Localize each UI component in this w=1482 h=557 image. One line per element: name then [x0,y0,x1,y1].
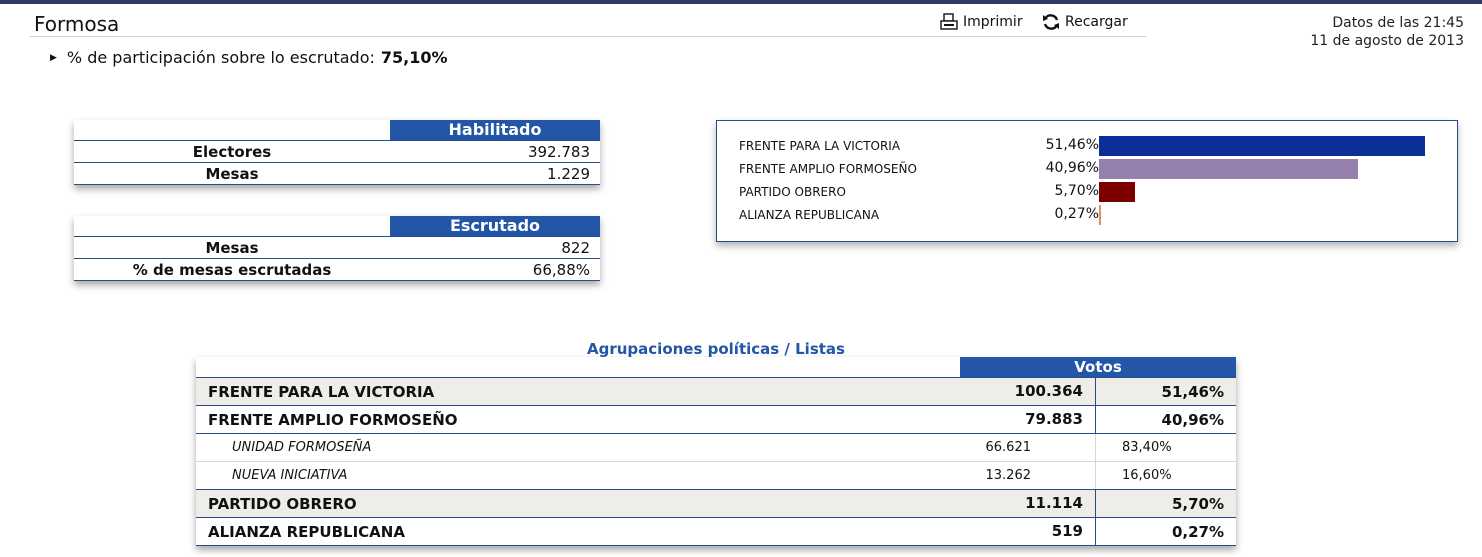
print-button[interactable]: Imprimir [940,13,1023,31]
party-row: PARTIDO OBRERO 11.114 5,70% [196,490,1236,518]
row-percentage: 40,96% [1161,410,1224,429]
chart-value-label: 0,27% [1054,206,1099,222]
chart-value-label: 40,96% [1045,160,1099,176]
row-votes: 13.262 [960,462,1096,489]
chart-row: ALIANZA REPUBLICANA 0,27% [739,205,1439,225]
row-name: PARTIDO OBRERO [208,494,357,513]
chart-category-label: FRENTE AMPLIO FORMOSEÑO [739,162,917,176]
row-value: 822 [561,238,590,257]
row-value: 392.783 [527,142,590,161]
chart-value-label: 51,46% [1045,137,1099,153]
results-title: Agrupaciones políticas / Listas [587,340,845,358]
party-row: ALIANZA REPUBLICANA 519 0,27% [196,518,1236,546]
row-name: UNIDAD FORMOSEÑA [232,440,372,455]
row-label: Mesas [205,164,259,183]
row-value: 66,88% [532,260,590,279]
row-votes: 519 [960,518,1096,545]
row-name: ALIANZA REPUBLICANA [208,522,405,541]
top-border [0,0,1482,4]
participation-summary: ▶ % de participación sobre lo escrutado:… [50,48,448,67]
data-date: 11 de agosto de 2013 [1310,33,1464,49]
data-timestamp: Datos de las 21:45 11 de agosto de 2013 [1310,14,1464,50]
row-votes: 11.114 [960,490,1096,517]
escrutado-table: Escrutado Mesas 822 % de mesas escrutada… [74,216,600,281]
table-row: Electores 392.783 [74,141,600,163]
print-label: Imprimir [963,14,1023,30]
list-row: UNIDAD FORMOSEÑA 66.621 83,40% [196,434,1236,462]
row-value: 1.229 [547,164,590,183]
printer-icon [940,13,958,31]
refresh-icon [1042,13,1060,31]
table-row: Mesas 822 [74,237,600,259]
chart-bar [1099,159,1358,179]
escrutado-header: Escrutado [74,216,600,237]
list-row: NUEVA INICIATIVA 13.262 16,60% [196,462,1236,490]
habilitado-header: Habilitado [74,120,600,141]
data-time: Datos de las 21:45 [1332,15,1464,31]
party-row: FRENTE AMPLIO FORMOSEÑO 79.883 40,96% [196,406,1236,434]
participation-value: 75,10% [380,48,448,67]
habilitado-table: Habilitado Electores 392.783 Mesas 1.229 [74,120,600,185]
chart-category-label: PARTIDO OBRERO [739,185,846,199]
row-percentage: 83,40% [1122,440,1172,455]
participation-label: % de participación sobre lo escrutado: [66,48,375,67]
page-title: Formosa [34,12,120,36]
row-percentage: 5,70% [1171,494,1224,513]
habilitado-header-label: Habilitado [390,120,600,140]
party-row: FRENTE PARA LA VICTORIA 100.364 51,46% [196,378,1236,406]
row-name: NUEVA INICIATIVA [232,468,348,483]
row-label: Mesas [205,238,259,257]
chart-bar [1099,205,1101,225]
row-label: Electores [192,142,272,161]
escrutado-header-label: Escrutado [390,216,600,236]
reload-label: Recargar [1065,14,1128,30]
row-name: FRENTE PARA LA VICTORIA [208,382,435,401]
table-row: % de mesas escrutadas 66,88% [74,259,600,281]
chart-category-label: ALIANZA REPUBLICANA [739,208,880,222]
chart-row: PARTIDO OBRERO 5,70% [739,182,1439,202]
caret-right-icon: ▶ [50,52,57,63]
row-percentage: 51,46% [1161,382,1224,401]
results-table: Votos FRENTE PARA LA VICTORIA 100.364 51,4… [196,357,1236,546]
row-label: % de mesas escrutadas [132,260,332,279]
chart-row: FRENTE AMPLIO FORMOSEÑO 40,96% [739,159,1439,179]
row-percentage: 16,60% [1122,468,1172,483]
votes-header: Votos [960,357,1236,377]
row-percentage: 0,27% [1171,522,1224,541]
row-votes: 79.883 [960,406,1096,433]
results-bar-chart: FRENTE PARA LA VICTORIA 51,46% FRENTE AMPL… [716,120,1458,242]
chart-row: FRENTE PARA LA VICTORIA 51,46% [739,136,1439,156]
reload-button[interactable]: Recargar [1042,13,1128,31]
chart-value-label: 5,70% [1054,183,1099,199]
title-divider [30,36,1146,37]
table-row: Mesas 1.229 [74,163,600,185]
row-name: FRENTE AMPLIO FORMOSEÑO [208,410,458,429]
chart-category-label: FRENTE PARA LA VICTORIA [739,139,901,153]
results-header: Votos [196,357,1236,378]
chart-bar [1099,182,1135,202]
row-votes: 66.621 [960,434,1096,461]
row-votes: 100.364 [960,378,1096,405]
chart-bar [1099,136,1425,156]
